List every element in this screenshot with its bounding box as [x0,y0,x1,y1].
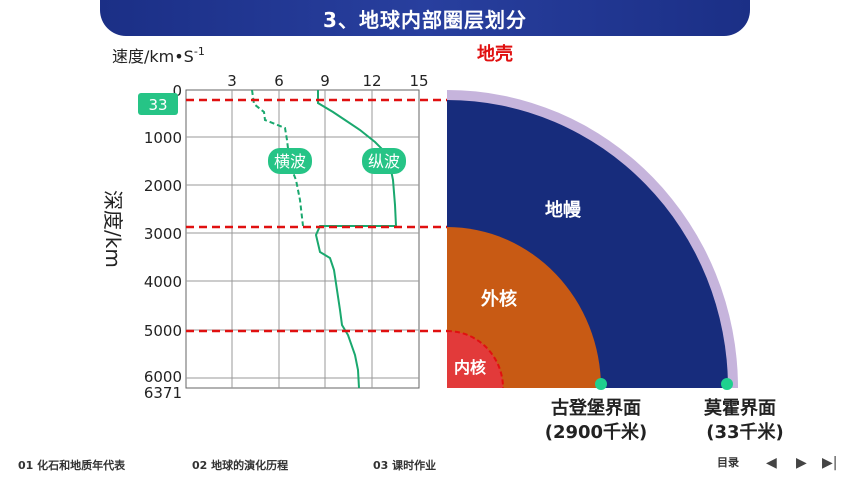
depth-tick-2000: 2000 [144,177,182,195]
depth-tick-4000: 4000 [144,273,182,291]
page-title: 3、地球内部圈层划分 [323,7,527,32]
moho-label: 莫霍界面 [703,398,776,419]
inner-core-label: 内核 [454,358,486,377]
bottom-nav: 01 化石和地质年代表 02 地球的演化历程 03 课时作业 目录 ◀ ▶ ▶| [0,445,860,484]
gutenberg-label: 古登堡界面 [551,397,641,419]
moho-depth-badge-label: 33 [148,96,167,114]
p-wave-label: 纵波 [368,152,400,171]
gutenberg-depth: (2900千米) [545,421,648,443]
depth-tick-1000: 1000 [144,129,182,147]
depth-tick-0: 0 [172,82,182,100]
gutenberg-dot [595,378,607,390]
depth-tick-3000: 3000 [144,225,182,243]
moho-dot [721,378,733,390]
depth-tick-6000: 6000 [144,368,182,386]
p-wave-curve [314,90,398,389]
earth-structure-diagram [446,90,738,389]
s-wave-badge [268,148,312,174]
nav-item-fossils[interactable]: 01 化石和地质年代表 [18,459,126,472]
prev-page-icon[interactable]: ◀ [766,455,777,471]
mantle-label: 地幔 [545,199,582,221]
chart-grid [185,89,420,389]
inner-core-layer [447,331,503,388]
x-tick-12: 12 [362,72,381,90]
depth-tick-5000: 5000 [144,322,182,340]
depth-axis-label: 深度/km [101,190,125,268]
title-banner: 3、地球内部圈层划分 [100,0,750,36]
outer-core-label: 外核 [481,288,517,310]
x-tick-9: 9 [320,72,330,90]
crust-label: 地壳 [477,43,513,65]
nav-item-evolution[interactable]: 02 地球的演化历程 [192,459,289,472]
moho-depth: (33千米) [706,421,784,443]
x-tick-6: 6 [274,72,284,90]
velocity-axis-label: 速度/km•S-1 [112,45,205,66]
x-tick-3: 3 [227,72,237,90]
p-wave-badge [362,148,406,174]
inner-core-boundary [446,330,504,389]
x-tick-15: 15 [409,72,428,90]
nav-toc-button[interactable]: 目录 [717,456,739,469]
moho-depth-badge [138,93,178,115]
s-wave-curve [251,89,304,227]
s-wave-label: 横波 [274,152,306,171]
last-page-icon[interactable]: ▶| [822,455,838,471]
depth-tick-6371: 6371 [144,384,182,402]
next-page-icon[interactable]: ▶ [796,455,807,471]
nav-item-homework[interactable]: 03 课时作业 [373,459,437,472]
